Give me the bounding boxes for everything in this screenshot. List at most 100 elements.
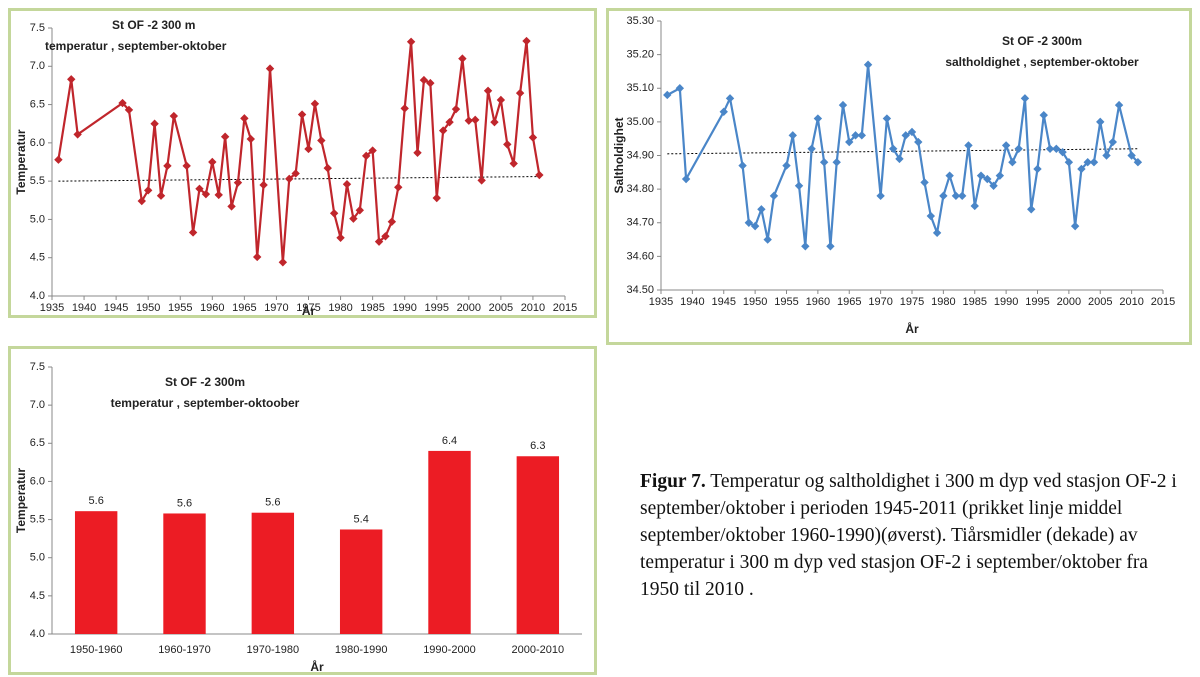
data-point	[355, 206, 364, 215]
data-point	[857, 131, 866, 140]
chart-subtitle: temperatur , september-oktoober	[111, 396, 300, 410]
data-point	[1102, 151, 1111, 160]
bar	[251, 512, 295, 634]
y-tick-label: 4.5	[30, 252, 45, 264]
data-point	[304, 144, 313, 154]
data-point	[1127, 151, 1136, 160]
x-tick-label: 1970	[264, 302, 288, 314]
y-tick-label: 35.00	[626, 116, 654, 128]
data-point	[813, 114, 823, 123]
data-point	[832, 158, 841, 167]
data-point	[265, 64, 275, 73]
value-label: 5.4	[354, 513, 369, 525]
x-tick-label: 1960	[806, 296, 830, 308]
y-tick-label: 34.70	[626, 217, 654, 229]
data-point	[663, 90, 672, 100]
data-point	[951, 191, 961, 201]
data-point	[794, 181, 804, 190]
x-tick-label: 1940	[680, 296, 704, 308]
chart-subtitle: temperatur , september-oktober	[45, 39, 227, 53]
bar	[74, 511, 118, 634]
y-tick-label: 4.5	[30, 590, 45, 602]
x-axis-label: År	[905, 321, 919, 336]
data-point	[1045, 144, 1055, 153]
data-point	[819, 158, 829, 167]
caption-text: Temperatur og saltholdighet i 300 m dyp …	[640, 471, 1177, 600]
data-point	[976, 171, 986, 180]
data-point	[310, 99, 320, 109]
x-tick-label: 1950-1960	[70, 644, 123, 656]
data-point	[964, 141, 973, 150]
data-point	[1108, 137, 1117, 147]
data-point	[214, 190, 223, 200]
data-point	[259, 180, 268, 190]
data-point	[503, 140, 512, 149]
y-axis-label: Saltholdighet	[612, 118, 626, 194]
data-point	[738, 161, 747, 170]
data-point	[895, 154, 904, 164]
x-tick-label: 1950	[136, 302, 160, 314]
data-point	[528, 133, 538, 142]
data-point	[368, 146, 377, 155]
data-point	[336, 233, 345, 243]
caption: Figur 7. Temperatur og saltholdighet i 3…	[640, 468, 1185, 603]
data-point	[1052, 144, 1061, 153]
data-point	[163, 161, 172, 171]
data-point	[118, 98, 127, 108]
y-tick-label: 34.60	[626, 250, 654, 262]
y-tick-label: 6.0	[30, 475, 45, 487]
x-tick-label: 1965	[232, 302, 256, 314]
chart-subtitle: saltholdighet , september-oktober	[945, 55, 1139, 69]
data-point	[400, 104, 409, 113]
data-point	[169, 111, 179, 121]
data-point	[932, 228, 942, 238]
data-point	[826, 242, 835, 251]
data-point	[970, 201, 979, 211]
data-point	[725, 94, 735, 103]
data-point	[445, 117, 454, 127]
data-point	[845, 137, 854, 147]
data-point	[801, 242, 810, 251]
data-point	[782, 161, 791, 170]
data-point	[387, 217, 397, 226]
data-point	[882, 114, 892, 123]
x-tick-label: 1980	[931, 296, 955, 308]
value-label: 5.6	[89, 495, 104, 507]
data-point	[863, 60, 873, 69]
x-tick-label: 1940	[72, 302, 96, 314]
y-tick-label: 6.0	[30, 137, 45, 149]
y-tick-label: 34.50	[626, 284, 654, 296]
x-tick-label: 1975	[900, 296, 924, 308]
x-tick-label: 1980-1990	[335, 644, 388, 656]
data-point	[394, 183, 403, 192]
x-tick-label: 1985	[963, 296, 987, 308]
y-axis-label: Temperatur	[14, 468, 28, 533]
x-tick-label: 2000	[457, 302, 481, 314]
data-point	[876, 191, 885, 201]
data-point	[349, 214, 358, 223]
data-point	[54, 155, 63, 164]
bar	[428, 450, 471, 634]
data-point	[522, 36, 531, 46]
data-point	[188, 228, 198, 237]
data-point	[297, 110, 307, 119]
data-point	[926, 211, 936, 221]
data-point	[675, 84, 685, 93]
data-point	[757, 205, 766, 214]
x-tick-label: 1945	[104, 302, 128, 314]
x-tick-label: 1990	[392, 302, 416, 314]
data-point	[719, 107, 728, 116]
x-tick-label: 2010	[1119, 296, 1143, 308]
data-point	[763, 235, 772, 244]
data-point	[901, 131, 910, 140]
data-point	[1001, 141, 1011, 150]
y-tick-label: 5.0	[30, 213, 45, 225]
data-point	[464, 116, 474, 125]
data-point	[1114, 100, 1124, 110]
bar	[339, 529, 383, 634]
data-point	[195, 184, 204, 193]
data-point	[490, 117, 499, 127]
y-tick-label: 7.0	[30, 399, 45, 411]
data-point	[995, 171, 1005, 180]
